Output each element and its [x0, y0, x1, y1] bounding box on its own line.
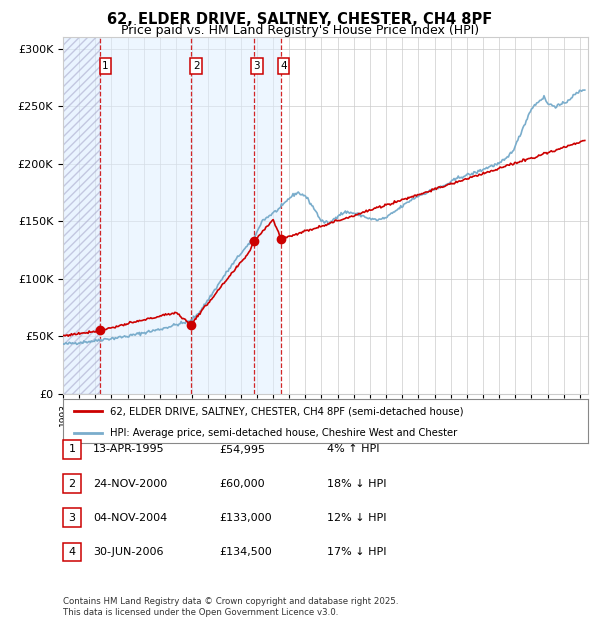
Text: 24-NOV-2000: 24-NOV-2000 [93, 479, 167, 489]
Text: 3: 3 [253, 61, 260, 71]
Text: 3: 3 [68, 513, 76, 523]
Text: 12% ↓ HPI: 12% ↓ HPI [327, 513, 386, 523]
Text: HPI: Average price, semi-detached house, Cheshire West and Chester: HPI: Average price, semi-detached house,… [110, 428, 458, 438]
Text: 4: 4 [68, 547, 76, 557]
Bar [100, 37, 191, 394]
Text: 62, ELDER DRIVE, SALTNEY, CHESTER, CH4 8PF: 62, ELDER DRIVE, SALTNEY, CHESTER, CH4 8… [107, 12, 493, 27]
Text: 17% ↓ HPI: 17% ↓ HPI [327, 547, 386, 557]
Text: £54,995: £54,995 [219, 445, 265, 454]
Text: £60,000: £60,000 [219, 479, 265, 489]
Text: 2: 2 [193, 61, 200, 71]
Text: 4: 4 [280, 61, 287, 71]
Text: 30-JUN-2006: 30-JUN-2006 [93, 547, 163, 557]
Text: 13-APR-1995: 13-APR-1995 [93, 445, 164, 454]
Text: 1: 1 [68, 445, 76, 454]
Text: £134,500: £134,500 [219, 547, 272, 557]
Text: 1: 1 [102, 61, 109, 71]
Bar [191, 37, 254, 394]
Bar [63, 37, 100, 394]
Text: 18% ↓ HPI: 18% ↓ HPI [327, 479, 386, 489]
Text: 2: 2 [68, 479, 76, 489]
Text: Price paid vs. HM Land Registry's House Price Index (HPI): Price paid vs. HM Land Registry's House … [121, 24, 479, 37]
Text: Contains HM Land Registry data © Crown copyright and database right 2025.
This d: Contains HM Land Registry data © Crown c… [63, 598, 398, 617]
Text: £133,000: £133,000 [219, 513, 272, 523]
Text: 4% ↑ HPI: 4% ↑ HPI [327, 445, 380, 454]
Text: 04-NOV-2004: 04-NOV-2004 [93, 513, 167, 523]
Text: 62, ELDER DRIVE, SALTNEY, CHESTER, CH4 8PF (semi-detached house): 62, ELDER DRIVE, SALTNEY, CHESTER, CH4 8… [110, 406, 464, 416]
Bar [254, 37, 281, 394]
